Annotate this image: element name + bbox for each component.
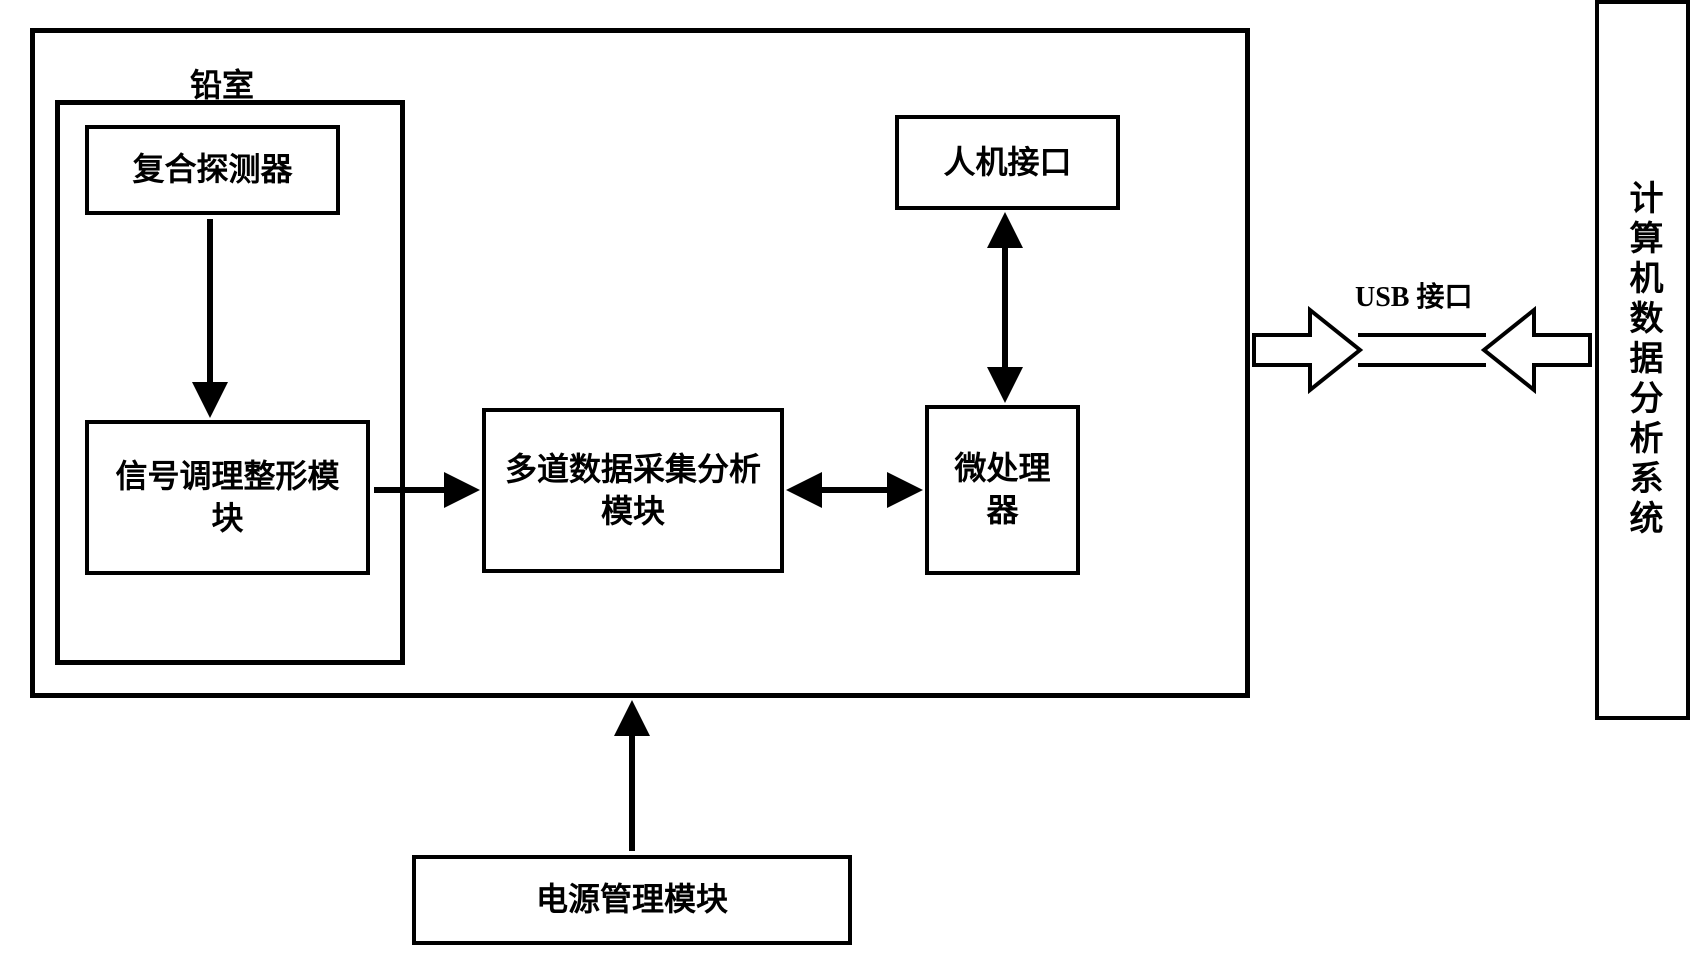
block-diagram: 铅室 复合探测器 信号调理整形模块 多道数据采集分析模块 微处理器 人机接口 电… [0,0,1708,962]
arrow-detector-signal [0,0,1708,962]
